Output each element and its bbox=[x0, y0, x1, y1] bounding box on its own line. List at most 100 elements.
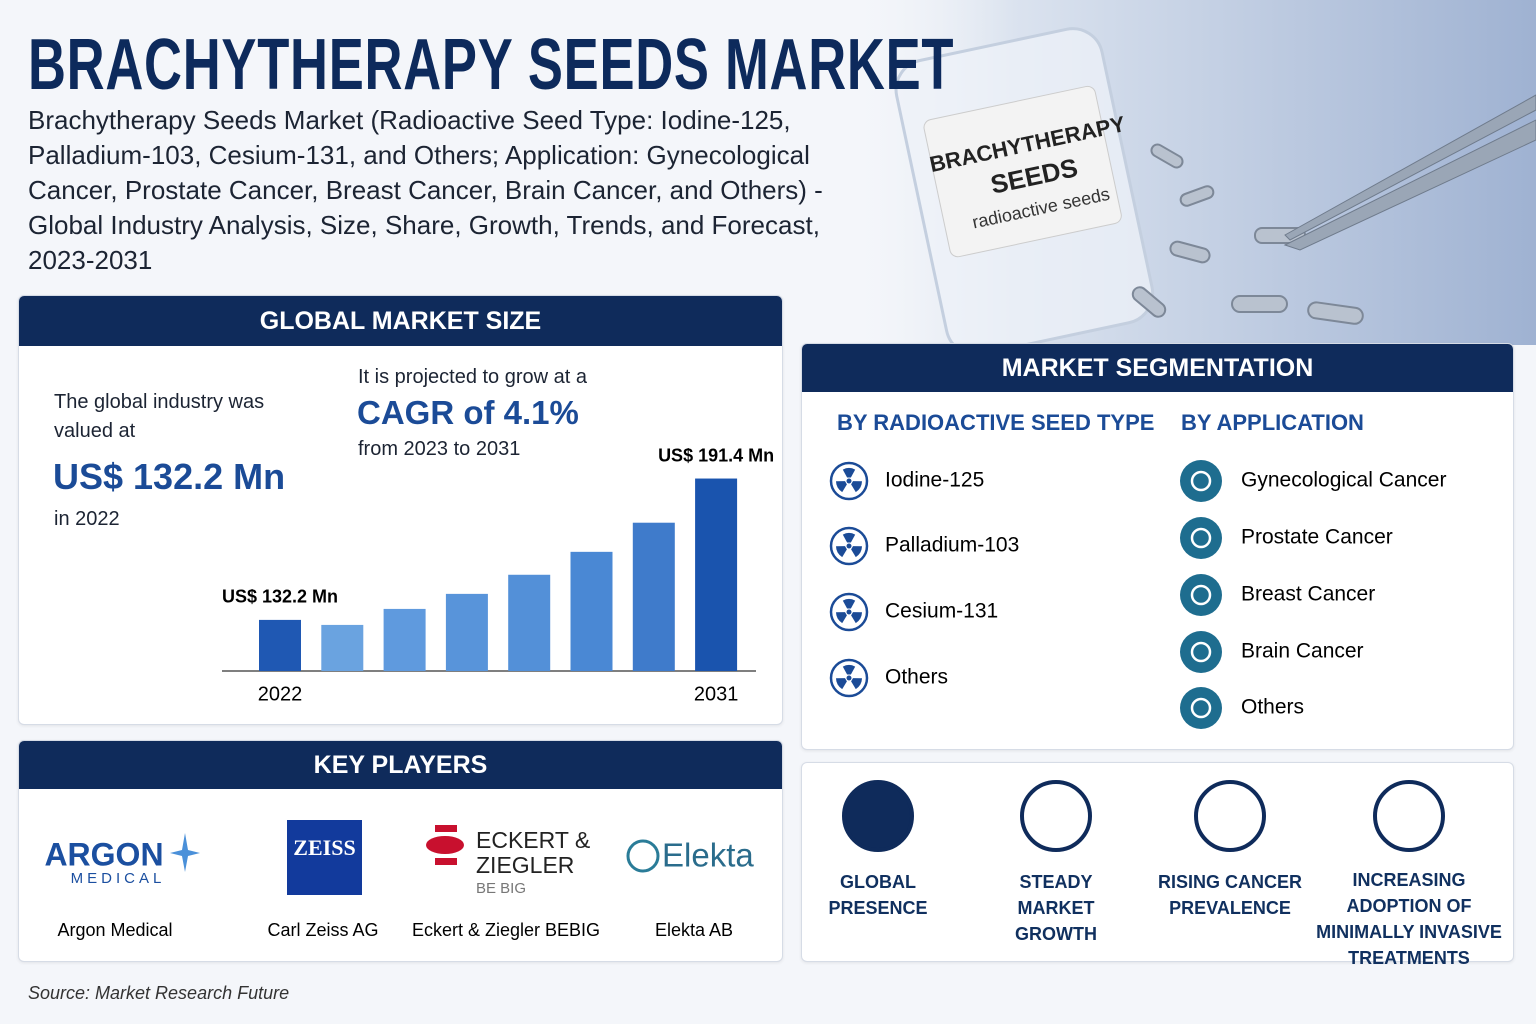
logo-mark bbox=[426, 836, 464, 854]
driver-text: INCREASING ADOPTION OF MINIMALLY INVASIV… bbox=[1316, 870, 1502, 968]
segment-heading: BY RADIOACTIVE SEED TYPE bbox=[837, 410, 1155, 435]
logo-text: ARGON bbox=[44, 836, 163, 872]
segment-item: Brain Cancer bbox=[1241, 640, 1364, 663]
player-name: Carl Zeiss AG bbox=[267, 920, 378, 940]
icon-core bbox=[846, 609, 852, 615]
logo-text: ECKERT & bbox=[476, 827, 590, 853]
icon-core bbox=[846, 543, 852, 549]
logo-text: MEDICAL bbox=[71, 870, 166, 887]
source: Source: Market Research Future bbox=[28, 983, 290, 1003]
logo-text: ZIEGLER bbox=[476, 852, 574, 878]
icon-blade bbox=[836, 612, 847, 624]
icon-core bbox=[846, 478, 852, 484]
segment-item: Breast Cancer bbox=[1241, 583, 1375, 606]
icon-blade bbox=[842, 665, 856, 675]
bar bbox=[445, 593, 488, 671]
application-icon bbox=[1180, 574, 1222, 616]
player-name: Argon Medical bbox=[57, 920, 172, 940]
segment-item: Others bbox=[1241, 696, 1304, 719]
icon-blade bbox=[836, 546, 847, 558]
bar bbox=[321, 624, 364, 671]
player-name: Elekta AB bbox=[655, 920, 733, 940]
value-label: US$ 191.4 Mn bbox=[658, 445, 774, 465]
bar bbox=[570, 551, 613, 671]
subtitle: Brachytherapy Seeds Market (Radioactive … bbox=[28, 105, 823, 275]
radiation-icon bbox=[829, 658, 869, 698]
driver-icon bbox=[842, 780, 914, 852]
market-value: US$ 132.2 Mn bbox=[53, 456, 286, 497]
driver-icon bbox=[1194, 780, 1266, 852]
bar bbox=[695, 478, 738, 671]
icon-blade bbox=[842, 599, 856, 609]
icon-blade bbox=[842, 533, 856, 543]
radiation-icon bbox=[829, 592, 869, 632]
icon-blade bbox=[851, 546, 862, 558]
segment-item: Palladium-103 bbox=[885, 534, 1019, 557]
title: BRACHYTHERAPY SEEDS MARKET bbox=[28, 25, 955, 105]
icon-blade bbox=[842, 468, 856, 478]
icon-blade bbox=[851, 481, 862, 493]
market-year: in 2022 bbox=[54, 508, 120, 530]
bar bbox=[259, 619, 301, 671]
icon-blade bbox=[851, 678, 862, 690]
bar bbox=[383, 608, 426, 671]
logo-mark bbox=[626, 839, 660, 873]
application-icon bbox=[1180, 517, 1222, 559]
bar bbox=[632, 522, 675, 671]
segment-item: Gynecological Cancer bbox=[1241, 469, 1446, 492]
logo-text: ZEISS bbox=[293, 835, 355, 860]
logo-text: BE BIG bbox=[476, 880, 526, 897]
radiation-icon bbox=[829, 461, 869, 501]
icon-detail bbox=[1190, 527, 1212, 549]
driver-text: GLOBAL PRESENCE bbox=[828, 872, 928, 918]
segment-item: Prostate Cancer bbox=[1241, 526, 1393, 549]
icon-detail bbox=[1190, 697, 1212, 719]
icon-blade bbox=[851, 612, 862, 624]
application-icon bbox=[1180, 631, 1222, 673]
driver-icon bbox=[1020, 780, 1092, 852]
segment-item: Others bbox=[885, 666, 948, 689]
driver-icon bbox=[1373, 780, 1445, 852]
panel-header: MARKET SEGMENTATION bbox=[802, 344, 1513, 392]
value-label: US$ 132.2 Mn bbox=[222, 587, 338, 607]
driver-text: STEADY MARKET GROWTH bbox=[1015, 872, 1097, 944]
x-tick-label: 2031 bbox=[694, 683, 739, 705]
application-icon bbox=[1180, 687, 1222, 729]
logo-star bbox=[170, 833, 200, 872]
application-icon bbox=[1180, 460, 1222, 502]
logo-mark bbox=[435, 825, 457, 832]
x-tick-label: 2022 bbox=[258, 683, 303, 705]
logo-box bbox=[287, 820, 362, 895]
valued-intro: The global industry was valued at bbox=[54, 391, 265, 442]
logo-text: Elekta bbox=[662, 837, 754, 874]
player-name: Eckert & Ziegler BEBIG bbox=[412, 920, 600, 940]
icon-core bbox=[846, 675, 852, 681]
panel-header: KEY PLAYERS bbox=[19, 741, 782, 789]
drivers-panel bbox=[801, 762, 1514, 962]
jar bbox=[894, 27, 1155, 357]
bar bbox=[508, 574, 551, 671]
jar-label: BRACHYTHERAPY SEEDS radioactive seeds bbox=[927, 111, 1127, 232]
icon-detail bbox=[1190, 470, 1212, 492]
icon-blade bbox=[836, 678, 847, 690]
key-players-panel: KEY PLAYERS bbox=[18, 740, 783, 962]
radiation-icon bbox=[829, 526, 869, 566]
panel-header: GLOBAL MARKET SIZE bbox=[19, 296, 782, 346]
logo-mark bbox=[435, 858, 457, 865]
tweezers bbox=[1283, 94, 1536, 251]
segment-item: Iodine-125 bbox=[885, 469, 984, 492]
icon-blade bbox=[836, 481, 847, 493]
icon-detail bbox=[1190, 641, 1212, 663]
seeds bbox=[1131, 143, 1364, 325]
segment-item: Cesium-131 bbox=[885, 600, 998, 623]
cagr-intro: It is projected to grow at a bbox=[358, 366, 588, 388]
driver-text: RISING CANCER PREVALENCE bbox=[1157, 872, 1302, 918]
cagr-period: from 2023 to 2031 bbox=[358, 438, 521, 460]
icon-detail bbox=[1190, 584, 1212, 606]
cagr: CAGR of 4.1% bbox=[357, 394, 579, 431]
segmentation-panel: MARKET SEGMENTATION BY RADIOACTIVE SEED … bbox=[801, 343, 1514, 750]
segment-heading: BY APPLICATION bbox=[1181, 410, 1364, 435]
